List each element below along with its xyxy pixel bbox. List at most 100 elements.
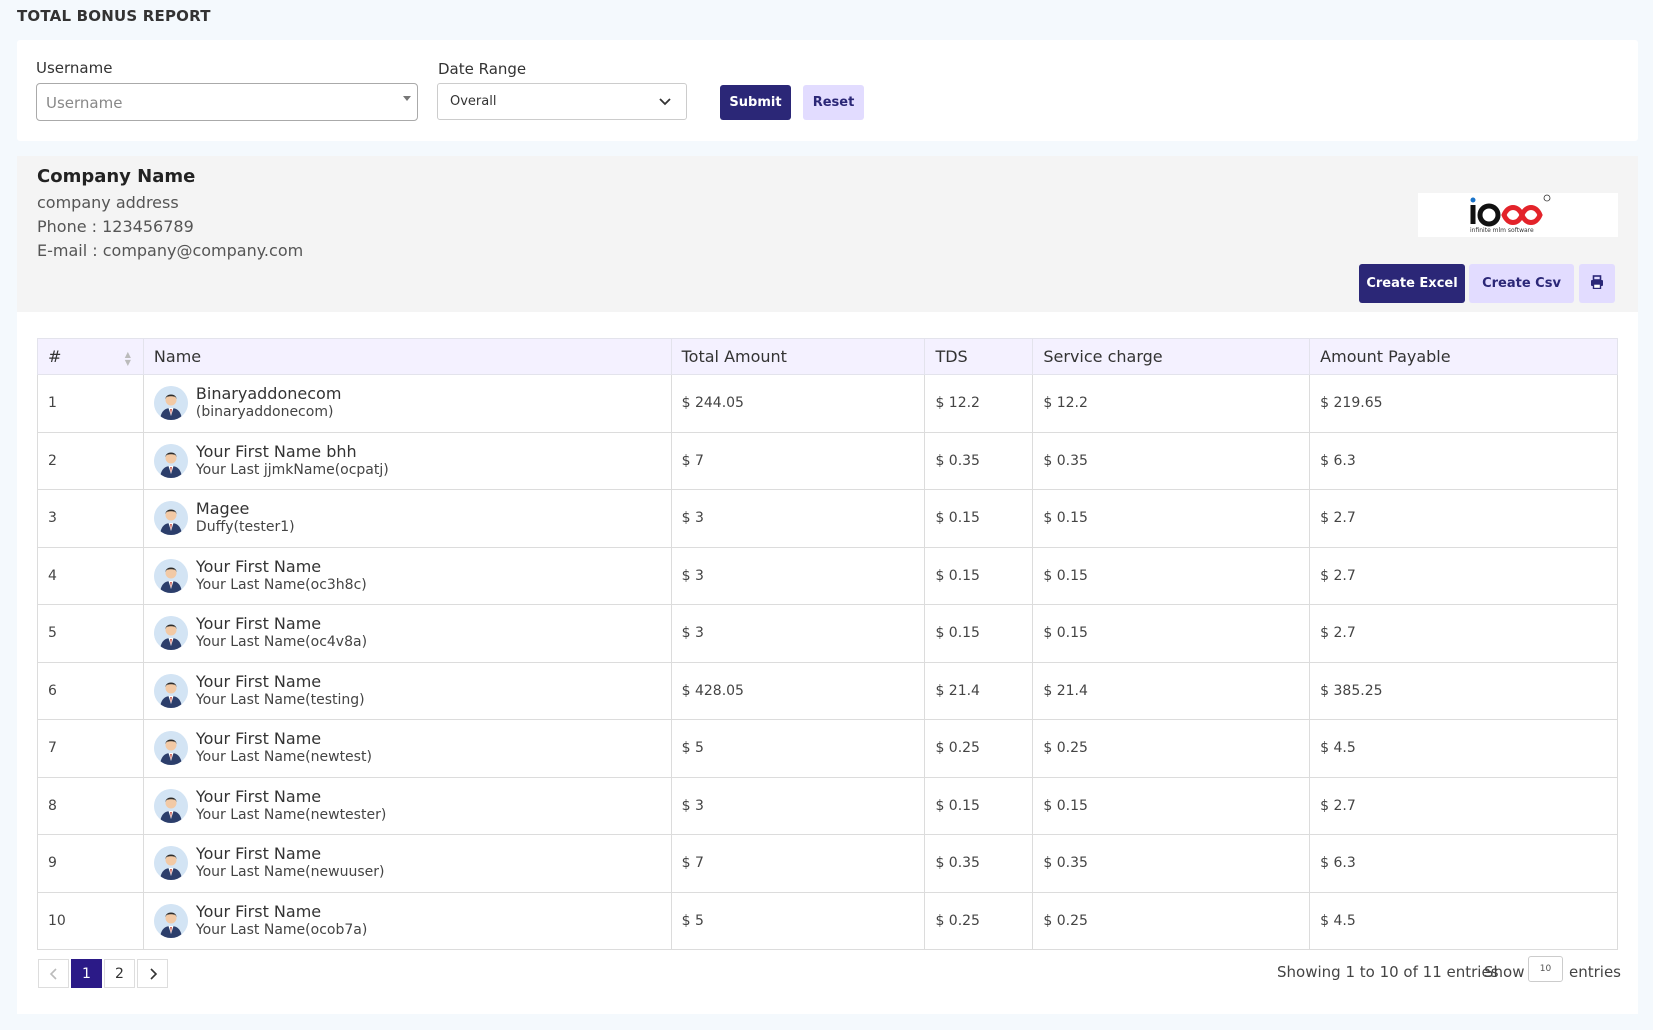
row-name-cell: Your First Name Your Last Name(oc3h8c) <box>142 546 672 605</box>
row-amount-payable: $ 2.7 <box>1309 776 1618 835</box>
page-title: TOTAL BONUS REPORT <box>17 7 211 25</box>
row-total-amount: $ 244.05 <box>670 374 926 433</box>
user-avatar-icon <box>153 443 188 478</box>
company-phone: Phone : 123456789 <box>37 217 194 236</box>
row-amount-payable: $ 2.7 <box>1309 489 1618 548</box>
username-select[interactable]: Username <box>36 83 418 121</box>
next-page-button[interactable] <box>137 959 168 988</box>
user-avatar-icon <box>153 558 188 593</box>
col-header-tds[interactable]: TDS <box>924 338 1034 375</box>
col-header-amount-payable[interactable]: Amount Payable <box>1309 338 1618 375</box>
user-first-name: Your First Name <box>195 556 322 576</box>
row-tds: $ 12.2 <box>924 374 1034 433</box>
page-button-2[interactable]: 2 <box>104 959 135 988</box>
logo-graphic <box>1470 194 1551 227</box>
row-tds: $ 0.15 <box>924 489 1034 548</box>
row-name-cell: Your First Name Your Last Name(newtest) <box>142 719 672 778</box>
row-total-amount: $ 428.05 <box>670 661 926 720</box>
chevron-right-icon <box>149 967 157 980</box>
row-service-charge: $ 0.15 <box>1032 546 1311 605</box>
table-row: 6 Your First Name Your Last Name(testing) $… <box>37 661 1618 720</box>
row-service-charge: $ 0.25 <box>1032 719 1311 778</box>
username-label: Username <box>36 59 113 77</box>
row-number: 7 <box>37 719 144 778</box>
row-amount-payable: $ 6.3 <box>1309 834 1618 893</box>
row-number: 4 <box>37 546 144 605</box>
company-info: Company Name company address Phone : 123… <box>17 156 1638 312</box>
user-first-name: Binaryaddonecom <box>195 384 342 404</box>
username-placeholder: Username <box>46 94 123 112</box>
print-button[interactable] <box>1579 264 1615 303</box>
prev-page-button[interactable] <box>38 959 69 988</box>
table-row: 1 Binaryaddonecom (binaryaddonecom) $ 244.0… <box>37 374 1618 433</box>
row-number: 5 <box>37 604 144 663</box>
create-excel-button[interactable]: Create Excel <box>1359 264 1465 303</box>
row-name-cell: Your First Name Your Last Name(testing) <box>142 661 672 720</box>
row-total-amount: $ 3 <box>670 489 926 548</box>
user-last-name: Your Last Name(oc3h8c) <box>195 576 367 593</box>
row-number: 3 <box>37 489 144 548</box>
row-service-charge: $ 0.35 <box>1032 834 1311 893</box>
user-first-name: Your First Name <box>195 844 322 864</box>
col-header-number[interactable]: # ▲ ▼ <box>37 338 144 375</box>
row-total-amount: $ 7 <box>670 834 926 893</box>
report-panel: Company Name company address Phone : 123… <box>17 156 1638 1014</box>
row-service-charge: $ 0.35 <box>1032 431 1311 490</box>
table-row: 3 Magee Duffy(tester1) $ 3 $ 0.15 $ 0.15 $ 2.7 <box>37 489 1618 548</box>
col-header-service-charge[interactable]: Service charge <box>1032 338 1311 375</box>
user-last-name: Your Last Name(newtester) <box>195 806 387 823</box>
date-range-select[interactable]: Overall <box>437 83 687 120</box>
col-header-total-amount[interactable]: Total Amount <box>670 338 926 375</box>
chevron-left-icon <box>49 967 57 980</box>
col-header-name[interactable]: Name <box>142 338 672 375</box>
table-row: 8 Your First Name Your Last Name(newtester… <box>37 776 1618 835</box>
row-number: 1 <box>37 374 144 433</box>
user-last-name: (binaryaddonecom) <box>195 404 334 421</box>
row-total-amount: $ 3 <box>670 546 926 605</box>
row-amount-payable: $ 219.65 <box>1309 374 1618 433</box>
row-tds: $ 0.15 <box>924 776 1034 835</box>
row-amount-payable: $ 4.5 <box>1309 719 1618 778</box>
user-first-name: Your First Name <box>195 729 322 749</box>
row-tds: $ 0.25 <box>924 891 1034 950</box>
row-amount-payable: $ 2.7 <box>1309 604 1618 663</box>
page-size-input[interactable]: 10 <box>1528 956 1563 982</box>
user-first-name: Your First Name <box>195 614 322 634</box>
create-csv-button[interactable]: Create Csv <box>1469 264 1574 303</box>
page-button-1[interactable]: 1 <box>71 959 102 988</box>
user-last-name: Your Last Name(newuuser) <box>195 864 385 881</box>
row-tds: $ 0.15 <box>924 604 1034 663</box>
date-range-label: Date Range <box>438 60 527 78</box>
user-last-name: Your Last Name(newtest) <box>195 749 372 766</box>
submit-button[interactable]: Submit <box>720 85 791 120</box>
table-row: 10 Your First Name Your Last Name(ocob7a) $… <box>37 891 1618 950</box>
user-first-name: Your First Name <box>195 786 322 806</box>
row-total-amount: $ 3 <box>670 776 926 835</box>
row-tds: $ 0.35 <box>924 431 1034 490</box>
user-first-name: Your First Name bhh <box>195 441 357 461</box>
row-tds: $ 0.15 <box>924 546 1034 605</box>
pagination: 1 2 <box>38 959 170 988</box>
row-name-cell: Your First Name Your Last Name(newuuser) <box>142 834 672 893</box>
table-row: 7 Your First Name Your Last Name(newtest) $… <box>37 719 1618 778</box>
row-name-cell: Binaryaddonecom (binaryaddonecom) <box>142 374 672 433</box>
row-service-charge: $ 0.25 <box>1032 891 1311 950</box>
row-number: 9 <box>37 834 144 893</box>
user-first-name: Your First Name <box>195 671 322 691</box>
row-service-charge: $ 21.4 <box>1032 661 1311 720</box>
row-number: 8 <box>37 776 144 835</box>
show-label: Show <box>1484 963 1525 981</box>
row-total-amount: $ 5 <box>670 891 926 950</box>
row-tds: $ 0.35 <box>924 834 1034 893</box>
user-first-name: Magee <box>195 499 250 519</box>
row-service-charge: $ 0.15 <box>1032 776 1311 835</box>
user-last-name: Your Last jjmkName(ocpatj) <box>195 461 389 478</box>
user-last-name: Your Last Name(testing) <box>195 691 365 708</box>
bonus-table: # ▲ ▼ Name Total Amount TDS Service charg… <box>37 338 1618 950</box>
user-last-name: Duffy(tester1) <box>195 519 295 536</box>
reset-button[interactable]: Reset <box>803 85 864 120</box>
row-tds: $ 21.4 <box>924 661 1034 720</box>
row-name-cell: Your First Name Your Last Name(ocob7a) <box>142 891 672 950</box>
table-row: 9 Your First Name Your Last Name(newuuser)… <box>37 834 1618 893</box>
user-avatar-icon <box>153 788 188 823</box>
